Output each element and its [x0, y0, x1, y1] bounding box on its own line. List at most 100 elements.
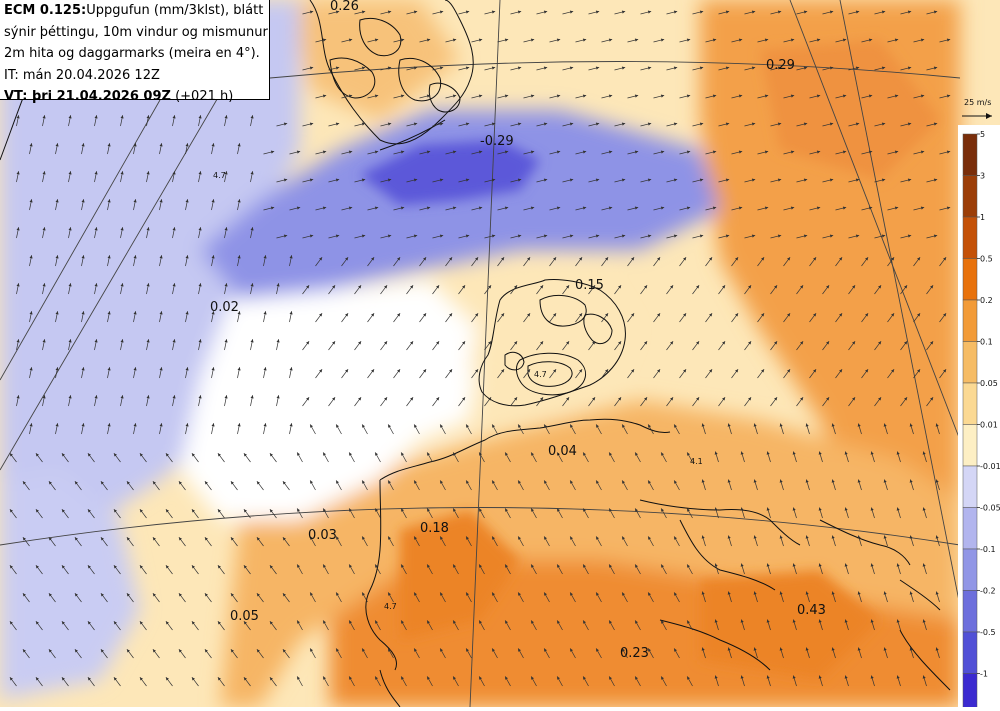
wind-arrowhead: [829, 10, 834, 14]
wind-arrowhead: [557, 508, 561, 512]
wind-arrowhead: [319, 313, 323, 317]
wind-arrowhead: [792, 451, 796, 455]
wind-arrowhead: [670, 341, 674, 345]
wind-arrowhead: [608, 206, 613, 210]
wind-arrowhead: [414, 480, 418, 484]
value-label: -0.29: [480, 134, 514, 149]
wind-arrowhead: [514, 285, 518, 289]
wind-arrowhead: [844, 563, 848, 567]
wind-arrowhead: [362, 648, 366, 652]
wind-arrowhead: [540, 285, 544, 289]
wind-arrowhead: [488, 285, 492, 289]
wind-arrowhead: [439, 234, 444, 238]
wind-arrowhead: [371, 369, 375, 373]
wind-arrowhead: [289, 367, 293, 371]
wind-arrowhead: [440, 424, 444, 428]
colorbar-cell: [962, 424, 978, 467]
contour-label: 4.7: [534, 370, 547, 379]
wind-arrowhead: [909, 535, 913, 539]
wind-arrowhead: [349, 620, 353, 624]
wind-arrowhead: [701, 479, 705, 483]
wind-arrowhead: [803, 10, 808, 14]
wind-arrowhead: [362, 592, 366, 596]
wind-arrowhead: [282, 537, 286, 541]
wind-scale-label: 25 m/s: [964, 98, 991, 107]
wind-arrowhead: [269, 453, 273, 457]
wind-arrowhead: [660, 38, 665, 42]
wind-arrowhead: [735, 369, 739, 373]
wind-arrowhead: [696, 397, 700, 401]
field-iceland-interior: [470, 270, 630, 410]
wind-arrowhead: [738, 94, 743, 98]
wind-arrowhead: [907, 66, 912, 70]
wind-arrowhead: [224, 339, 228, 343]
wind-arrowhead: [527, 257, 531, 261]
wind-arrowhead: [657, 313, 661, 317]
wind-arrowhead: [217, 509, 221, 513]
wind-arrowhead: [165, 509, 169, 513]
wind-arrowhead: [790, 94, 795, 98]
wind-arrowhead: [648, 424, 652, 428]
wind-arrowhead: [753, 535, 757, 539]
wind-arrowhead: [211, 367, 215, 371]
wind-arrowhead: [544, 648, 548, 652]
wind-arrowhead: [146, 115, 150, 119]
wind-arrowhead: [505, 452, 509, 456]
wind-arrowhead: [9, 677, 13, 681]
wind-arrowhead: [661, 676, 665, 680]
wind-arrowhead: [634, 38, 639, 42]
wind-arrowhead: [881, 234, 886, 238]
wind-arrowhead: [336, 424, 340, 428]
wind-arrowhead: [35, 509, 39, 513]
wind-arrowhead: [68, 339, 72, 343]
field-evap-core-southeast: [700, 570, 880, 680]
wind-arrowhead: [622, 536, 626, 540]
wind-arrowhead: [870, 675, 874, 679]
wind-arrowhead: [779, 591, 783, 595]
wind-arrowhead: [674, 480, 678, 484]
wind-arrowhead: [29, 199, 33, 203]
wind-arrowhead: [42, 115, 46, 119]
wind-arrowhead: [465, 178, 470, 182]
wind-arrowhead: [440, 480, 444, 484]
wind-arrowhead: [883, 647, 887, 651]
wind-arrowhead: [178, 537, 182, 541]
wind-arrowhead: [388, 480, 392, 484]
wind-arrowhead: [712, 38, 717, 42]
wind-arrowhead: [751, 122, 756, 126]
wind-arrowhead: [670, 285, 674, 289]
wind-arrowhead: [42, 339, 46, 343]
wind-arrowhead: [725, 122, 730, 126]
wind-arrowhead: [410, 285, 414, 289]
wind-arrowhead: [738, 150, 743, 154]
wind-arrowhead: [478, 94, 483, 98]
wind-arrowhead: [475, 313, 479, 317]
wind-arrowhead: [29, 367, 33, 371]
wind-arrowhead: [829, 234, 834, 238]
wind-arrowhead: [126, 649, 130, 653]
wind-arrowhead: [930, 285, 934, 289]
colorbar-tick-label: 5: [980, 130, 985, 139]
wind-arrowhead: [270, 206, 275, 210]
wind-arrowhead: [306, 341, 310, 345]
wind-arrowhead: [505, 508, 509, 512]
wind-arrowhead: [595, 234, 600, 238]
wind-arrowhead: [844, 619, 848, 623]
wind-arrowhead: [100, 481, 104, 485]
wind-arrowhead: [319, 257, 323, 261]
wind-arrowhead: [701, 591, 705, 595]
wind-arrowhead: [596, 424, 600, 428]
wind-arrowhead: [748, 397, 752, 401]
wind-arrowhead: [427, 508, 431, 512]
wind-arrowhead: [748, 341, 752, 345]
wind-arrowhead: [387, 122, 392, 126]
wind-arrowhead: [569, 178, 574, 182]
wind-arrowhead: [569, 66, 574, 70]
colorbar-tick-label: 0.01: [980, 421, 998, 430]
wind-arrowhead: [608, 38, 613, 42]
wind-arrowhead: [696, 341, 700, 345]
wind-arrowhead: [453, 564, 457, 568]
wind-arrowhead: [531, 508, 535, 512]
wind-arrowhead: [146, 395, 150, 399]
colorbar-cell: [962, 216, 978, 259]
